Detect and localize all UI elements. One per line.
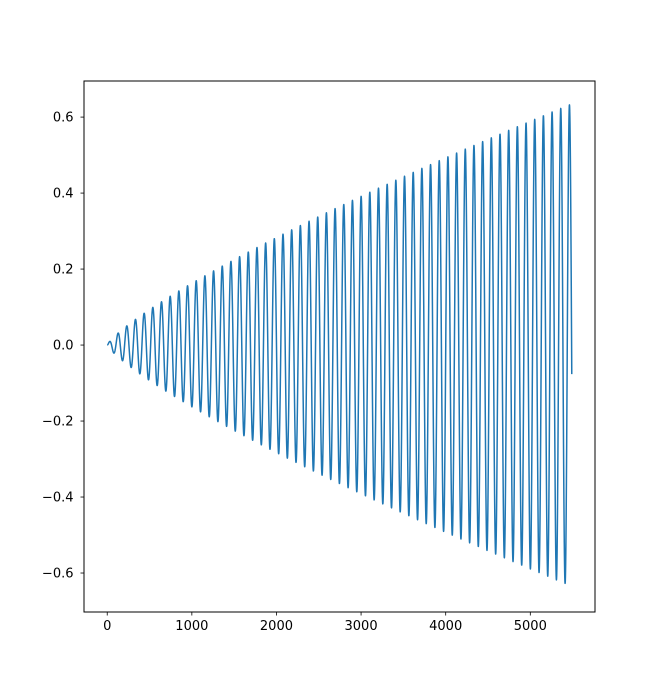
x-tick-label: 1000 [175,619,208,634]
x-tick-label: 5000 [514,619,547,634]
y-tick-label: 0.2 [53,263,74,278]
y-tick-label: −0.6 [42,567,74,582]
y-tick-label: −0.2 [42,415,74,430]
x-tick-label: 2000 [260,619,293,634]
x-tick-label: 3000 [345,619,378,634]
data-line-growing-oscillation [106,104,573,585]
y-tick-label: 0.0 [53,339,74,354]
x-tick-label: 0 [103,619,111,634]
axes-frame [83,80,596,613]
y-tick-label: 0.4 [53,187,74,202]
y-tick-label: 0.6 [53,111,74,126]
x-tick-label: 4000 [429,619,462,634]
y-tick-label: −0.4 [42,491,74,506]
